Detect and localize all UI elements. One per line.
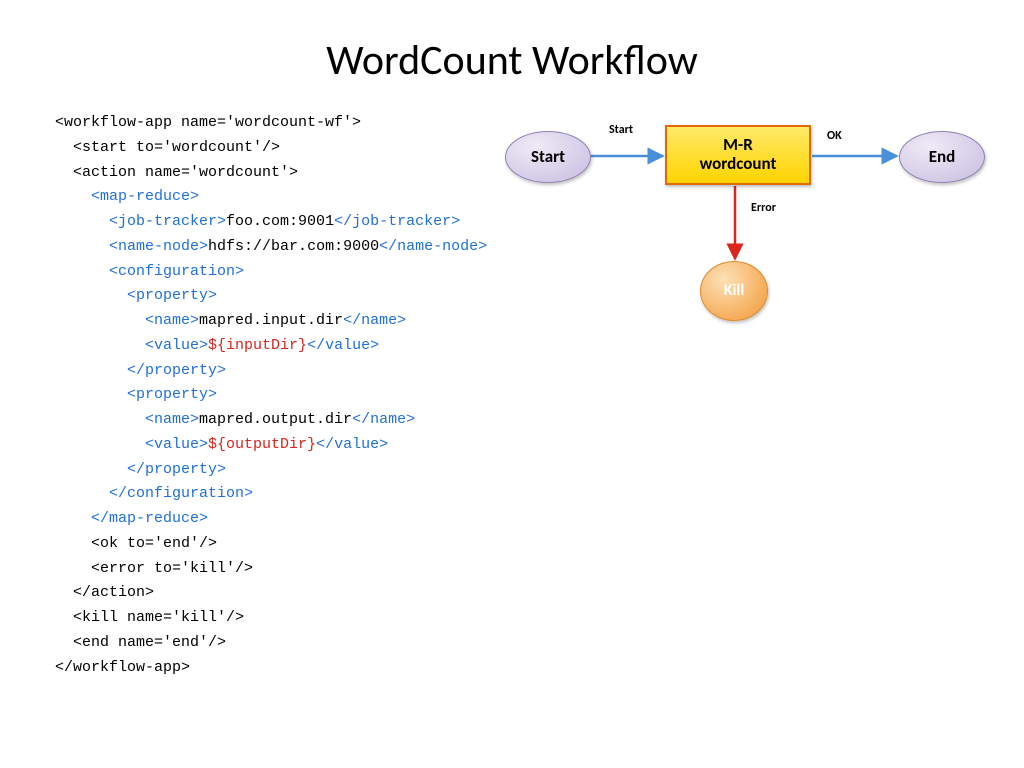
node-mr-wordcount: M-R wordcount [665, 125, 811, 185]
content-wrap: <workflow-app name='wordcount-wf'> <star… [0, 111, 1024, 680]
node-start-label: Start [506, 132, 590, 182]
workflow-diagram: Start M-R wordcount End Kill Start OK Er… [495, 111, 969, 531]
edge-label-ok: OK [827, 129, 842, 143]
node-kill: Kill [700, 261, 768, 321]
xml-code-block: <workflow-app name='wordcount-wf'> <star… [55, 111, 495, 680]
page-title: WordCount Workflow [0, 0, 1024, 111]
edge-label-start: Start [609, 123, 633, 137]
node-start: Start [505, 131, 591, 183]
node-mr-label: M-R wordcount [667, 127, 809, 183]
node-kill-label: Kill [701, 262, 767, 320]
node-end: End [899, 131, 985, 183]
edge-label-error: Error [751, 201, 776, 215]
node-end-label: End [900, 132, 984, 182]
